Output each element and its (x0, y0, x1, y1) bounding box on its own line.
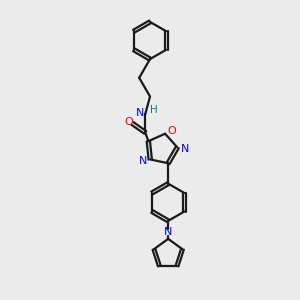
Text: O: O (124, 117, 133, 128)
Text: H: H (150, 105, 158, 115)
Text: N: N (139, 156, 147, 166)
Text: N: N (136, 108, 144, 118)
Text: N: N (181, 144, 189, 154)
Text: O: O (167, 126, 176, 136)
Text: N: N (164, 227, 172, 237)
